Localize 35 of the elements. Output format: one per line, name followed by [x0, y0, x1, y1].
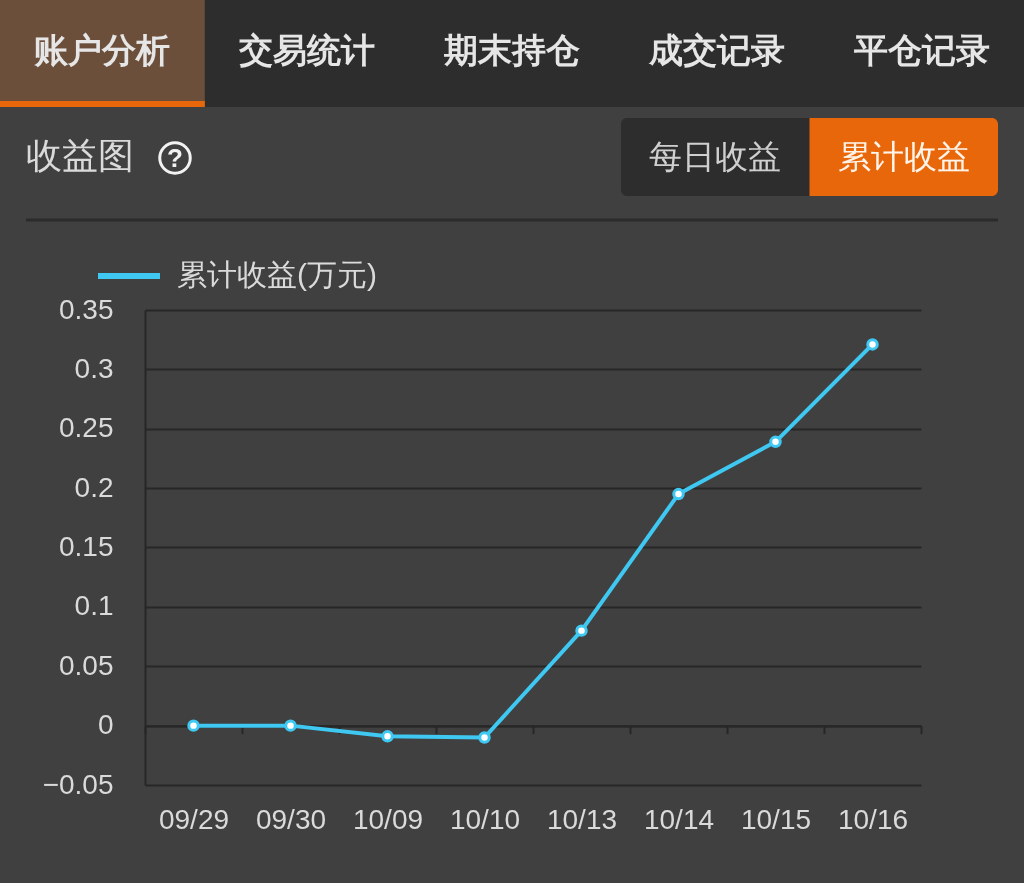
- x-tick-label: 10/10: [449, 803, 521, 835]
- point: [866, 338, 879, 351]
- x-tick-label: 10/09: [352, 803, 424, 835]
- y-tick-label: 0: [97, 709, 114, 741]
- text: ?: [167, 143, 183, 173]
- point: [575, 624, 588, 637]
- y-tick-label: 0.35: [59, 293, 114, 325]
- x-tick-label: 09/30: [255, 803, 327, 835]
- y-tick-label: 0.05: [59, 649, 114, 681]
- x-tick-label: 10/13: [546, 803, 618, 835]
- text: 交易统计: [238, 31, 376, 69]
- y-tick-label: 0.2: [74, 471, 114, 503]
- point: [769, 435, 782, 449]
- point: [672, 487, 685, 501]
- x-tick-label: 10/14: [643, 803, 715, 835]
- text: 期末持仓: [443, 31, 580, 69]
- x-tick-label: 09/29: [158, 803, 230, 835]
- text: 平仓记录: [852, 31, 990, 69]
- text: 累计收益: [837, 138, 970, 175]
- text: 账户分析: [34, 31, 171, 69]
- y-tick-label: 0.1: [74, 590, 114, 622]
- chart-title: 收益图: [26, 135, 134, 176]
- point: [478, 731, 491, 744]
- y-tick-label: 0.3: [74, 352, 114, 384]
- x-tick-label: 10/16: [837, 803, 909, 835]
- y-tick-label: 0.15: [59, 531, 114, 562]
- text: 每日收益: [649, 138, 782, 175]
- point: [381, 730, 394, 743]
- y-tick-label: −0.05: [42, 768, 114, 800]
- point: [284, 719, 297, 732]
- legend-label: 累计收益(万元): [177, 258, 377, 291]
- text: 成交记录: [647, 31, 785, 69]
- point: [187, 719, 200, 732]
- y-tick-label: 0.25: [59, 412, 114, 444]
- x-tick-label: 10/15: [740, 803, 812, 835]
